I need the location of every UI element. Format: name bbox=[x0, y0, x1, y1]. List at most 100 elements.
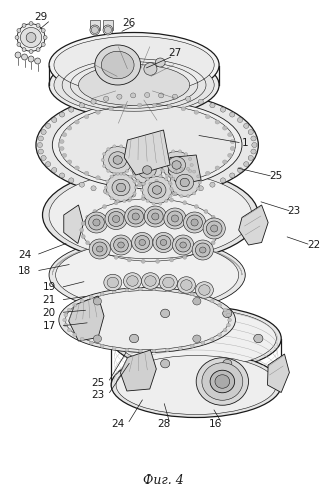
Ellipse shape bbox=[111, 306, 281, 371]
Ellipse shape bbox=[110, 235, 131, 255]
Ellipse shape bbox=[201, 296, 205, 299]
Ellipse shape bbox=[195, 252, 198, 256]
Ellipse shape bbox=[152, 202, 155, 205]
Ellipse shape bbox=[91, 186, 96, 191]
Ellipse shape bbox=[107, 277, 118, 288]
Ellipse shape bbox=[159, 192, 164, 197]
Ellipse shape bbox=[93, 246, 97, 250]
Ellipse shape bbox=[118, 242, 124, 248]
Text: 21: 21 bbox=[43, 295, 56, 305]
Ellipse shape bbox=[93, 219, 100, 226]
Ellipse shape bbox=[193, 170, 196, 173]
Ellipse shape bbox=[142, 155, 146, 158]
Ellipse shape bbox=[20, 28, 42, 48]
Ellipse shape bbox=[132, 162, 135, 166]
Ellipse shape bbox=[37, 142, 43, 148]
Ellipse shape bbox=[75, 166, 79, 170]
Ellipse shape bbox=[49, 32, 219, 98]
Ellipse shape bbox=[180, 178, 189, 186]
Ellipse shape bbox=[106, 174, 136, 201]
Ellipse shape bbox=[197, 187, 200, 190]
Ellipse shape bbox=[125, 206, 147, 227]
Ellipse shape bbox=[145, 276, 156, 286]
Ellipse shape bbox=[199, 285, 210, 295]
Ellipse shape bbox=[17, 42, 21, 46]
Ellipse shape bbox=[36, 24, 40, 28]
Text: 16: 16 bbox=[209, 419, 222, 429]
Text: 19: 19 bbox=[43, 282, 56, 292]
Ellipse shape bbox=[124, 273, 142, 289]
Polygon shape bbox=[90, 20, 100, 30]
Ellipse shape bbox=[159, 174, 162, 178]
Ellipse shape bbox=[192, 240, 214, 260]
Ellipse shape bbox=[180, 194, 183, 198]
Ellipse shape bbox=[220, 107, 226, 112]
Ellipse shape bbox=[178, 150, 181, 153]
Text: 26: 26 bbox=[123, 18, 136, 28]
Ellipse shape bbox=[86, 215, 90, 219]
Ellipse shape bbox=[136, 180, 139, 182]
Ellipse shape bbox=[196, 282, 214, 298]
Ellipse shape bbox=[127, 258, 131, 262]
Ellipse shape bbox=[135, 236, 149, 250]
Ellipse shape bbox=[170, 188, 174, 192]
Ellipse shape bbox=[103, 96, 109, 102]
Ellipse shape bbox=[155, 180, 158, 182]
Ellipse shape bbox=[89, 341, 93, 344]
Ellipse shape bbox=[116, 183, 126, 192]
Ellipse shape bbox=[15, 36, 19, 40]
Ellipse shape bbox=[152, 288, 156, 291]
Ellipse shape bbox=[131, 158, 134, 162]
Ellipse shape bbox=[119, 172, 123, 175]
Ellipse shape bbox=[112, 180, 130, 196]
Ellipse shape bbox=[198, 181, 201, 184]
Text: 29: 29 bbox=[34, 12, 47, 22]
Ellipse shape bbox=[227, 313, 231, 316]
Ellipse shape bbox=[159, 175, 162, 178]
Ellipse shape bbox=[167, 104, 172, 108]
Ellipse shape bbox=[161, 309, 170, 318]
Ellipse shape bbox=[29, 50, 33, 54]
Ellipse shape bbox=[183, 256, 187, 260]
Ellipse shape bbox=[176, 174, 194, 190]
Ellipse shape bbox=[138, 162, 156, 178]
Ellipse shape bbox=[78, 64, 190, 106]
Ellipse shape bbox=[133, 192, 136, 195]
Ellipse shape bbox=[129, 152, 133, 156]
Ellipse shape bbox=[140, 188, 144, 192]
Ellipse shape bbox=[92, 242, 107, 256]
Text: 24: 24 bbox=[18, 250, 31, 260]
Ellipse shape bbox=[244, 162, 249, 166]
Ellipse shape bbox=[142, 194, 145, 198]
Ellipse shape bbox=[248, 130, 253, 134]
Ellipse shape bbox=[181, 106, 186, 110]
Ellipse shape bbox=[215, 120, 220, 124]
Ellipse shape bbox=[148, 182, 166, 198]
Ellipse shape bbox=[205, 172, 210, 175]
Ellipse shape bbox=[171, 215, 179, 222]
Ellipse shape bbox=[93, 210, 97, 214]
Ellipse shape bbox=[93, 335, 101, 342]
Ellipse shape bbox=[153, 232, 174, 252]
Ellipse shape bbox=[218, 333, 222, 336]
Ellipse shape bbox=[103, 164, 106, 168]
Ellipse shape bbox=[36, 48, 40, 52]
Polygon shape bbox=[120, 350, 156, 391]
Ellipse shape bbox=[62, 132, 67, 136]
Text: 27: 27 bbox=[168, 48, 181, 58]
Ellipse shape bbox=[210, 370, 234, 393]
Ellipse shape bbox=[113, 172, 116, 175]
Ellipse shape bbox=[141, 260, 145, 264]
Ellipse shape bbox=[178, 290, 182, 294]
Ellipse shape bbox=[194, 110, 198, 114]
Ellipse shape bbox=[172, 177, 175, 180]
Ellipse shape bbox=[123, 200, 126, 202]
Ellipse shape bbox=[193, 298, 201, 305]
Ellipse shape bbox=[67, 160, 72, 164]
Ellipse shape bbox=[38, 149, 43, 154]
Ellipse shape bbox=[222, 126, 227, 130]
Ellipse shape bbox=[102, 252, 106, 256]
Ellipse shape bbox=[132, 213, 139, 220]
Ellipse shape bbox=[183, 200, 187, 204]
Ellipse shape bbox=[119, 145, 123, 148]
